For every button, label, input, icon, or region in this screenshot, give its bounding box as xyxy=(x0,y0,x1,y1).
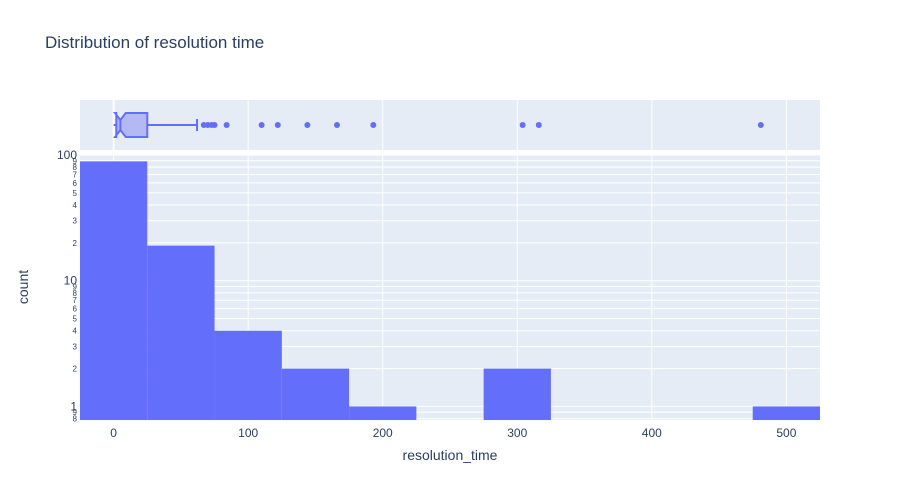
y-minor-tick-label: 7 xyxy=(73,170,78,179)
y-minor-tick-label: 7 xyxy=(73,296,78,305)
y-minor-tick-label: 4 xyxy=(73,327,78,336)
box-outlier-point[interactable] xyxy=(223,122,230,128)
histogram-bar[interactable] xyxy=(281,368,350,420)
histogram-bar[interactable] xyxy=(214,330,282,420)
box-outlier-point[interactable] xyxy=(304,122,311,128)
y-axis-label: count xyxy=(15,270,31,304)
histogram-bar[interactable] xyxy=(147,245,215,420)
box-outlier-point[interactable] xyxy=(757,122,764,128)
y-minor-tick-label: 9 xyxy=(73,282,78,291)
y-minor-tick-label: 6 xyxy=(73,179,78,188)
y-tick-label: 100 xyxy=(57,148,77,162)
box-body[interactable] xyxy=(112,112,149,138)
histogram-bar[interactable] xyxy=(483,368,551,420)
box-outlier-point[interactable] xyxy=(370,122,377,128)
y-minor-tick-label: 8 xyxy=(73,163,78,172)
y-tick-label: 10 xyxy=(64,274,78,288)
x-tick-label: 0 xyxy=(110,426,117,440)
x-tick-label: 500 xyxy=(776,426,796,440)
histogram-bar[interactable] xyxy=(80,161,148,420)
y-minor-tick-label: 8 xyxy=(73,415,78,424)
box-outlier-point[interactable] xyxy=(258,122,265,128)
histogram-bar[interactable] xyxy=(349,406,417,420)
y-minor-tick-label: 3 xyxy=(73,217,78,226)
y-minor-tick-label: 3 xyxy=(73,342,78,351)
y-minor-tick-label: 2 xyxy=(73,365,78,374)
y-minor-tick-label: 9 xyxy=(73,157,78,166)
x-axis-label: resolution_time xyxy=(403,447,498,463)
histogram-bar[interactable] xyxy=(752,406,820,420)
y-minor-tick-label: 8 xyxy=(73,289,78,298)
y-tick-label: 1 xyxy=(70,399,77,413)
y-minor-tick-label: 6 xyxy=(73,305,78,314)
x-tick-label: 100 xyxy=(238,426,258,440)
box-outlier-point[interactable] xyxy=(333,122,340,128)
box-outlier-point[interactable] xyxy=(274,122,281,128)
y-minor-tick-label: 9 xyxy=(73,408,78,417)
x-tick-label: 400 xyxy=(642,426,662,440)
chart-title: Distribution of resolution time xyxy=(45,33,265,52)
y-minor-tick-label: 2 xyxy=(73,239,78,248)
x-tick-label: 300 xyxy=(507,426,527,440)
marginal-box-panel xyxy=(80,100,820,150)
box-outlier-point[interactable] xyxy=(519,122,526,128)
box-outlier-point[interactable] xyxy=(211,122,218,128)
y-minor-tick-label: 4 xyxy=(73,201,78,210)
box-outlier-point[interactable] xyxy=(535,122,542,128)
x-tick-label: 200 xyxy=(373,426,393,440)
y-minor-tick-label: 5 xyxy=(73,189,78,198)
y-minor-tick-label: 5 xyxy=(73,315,78,324)
